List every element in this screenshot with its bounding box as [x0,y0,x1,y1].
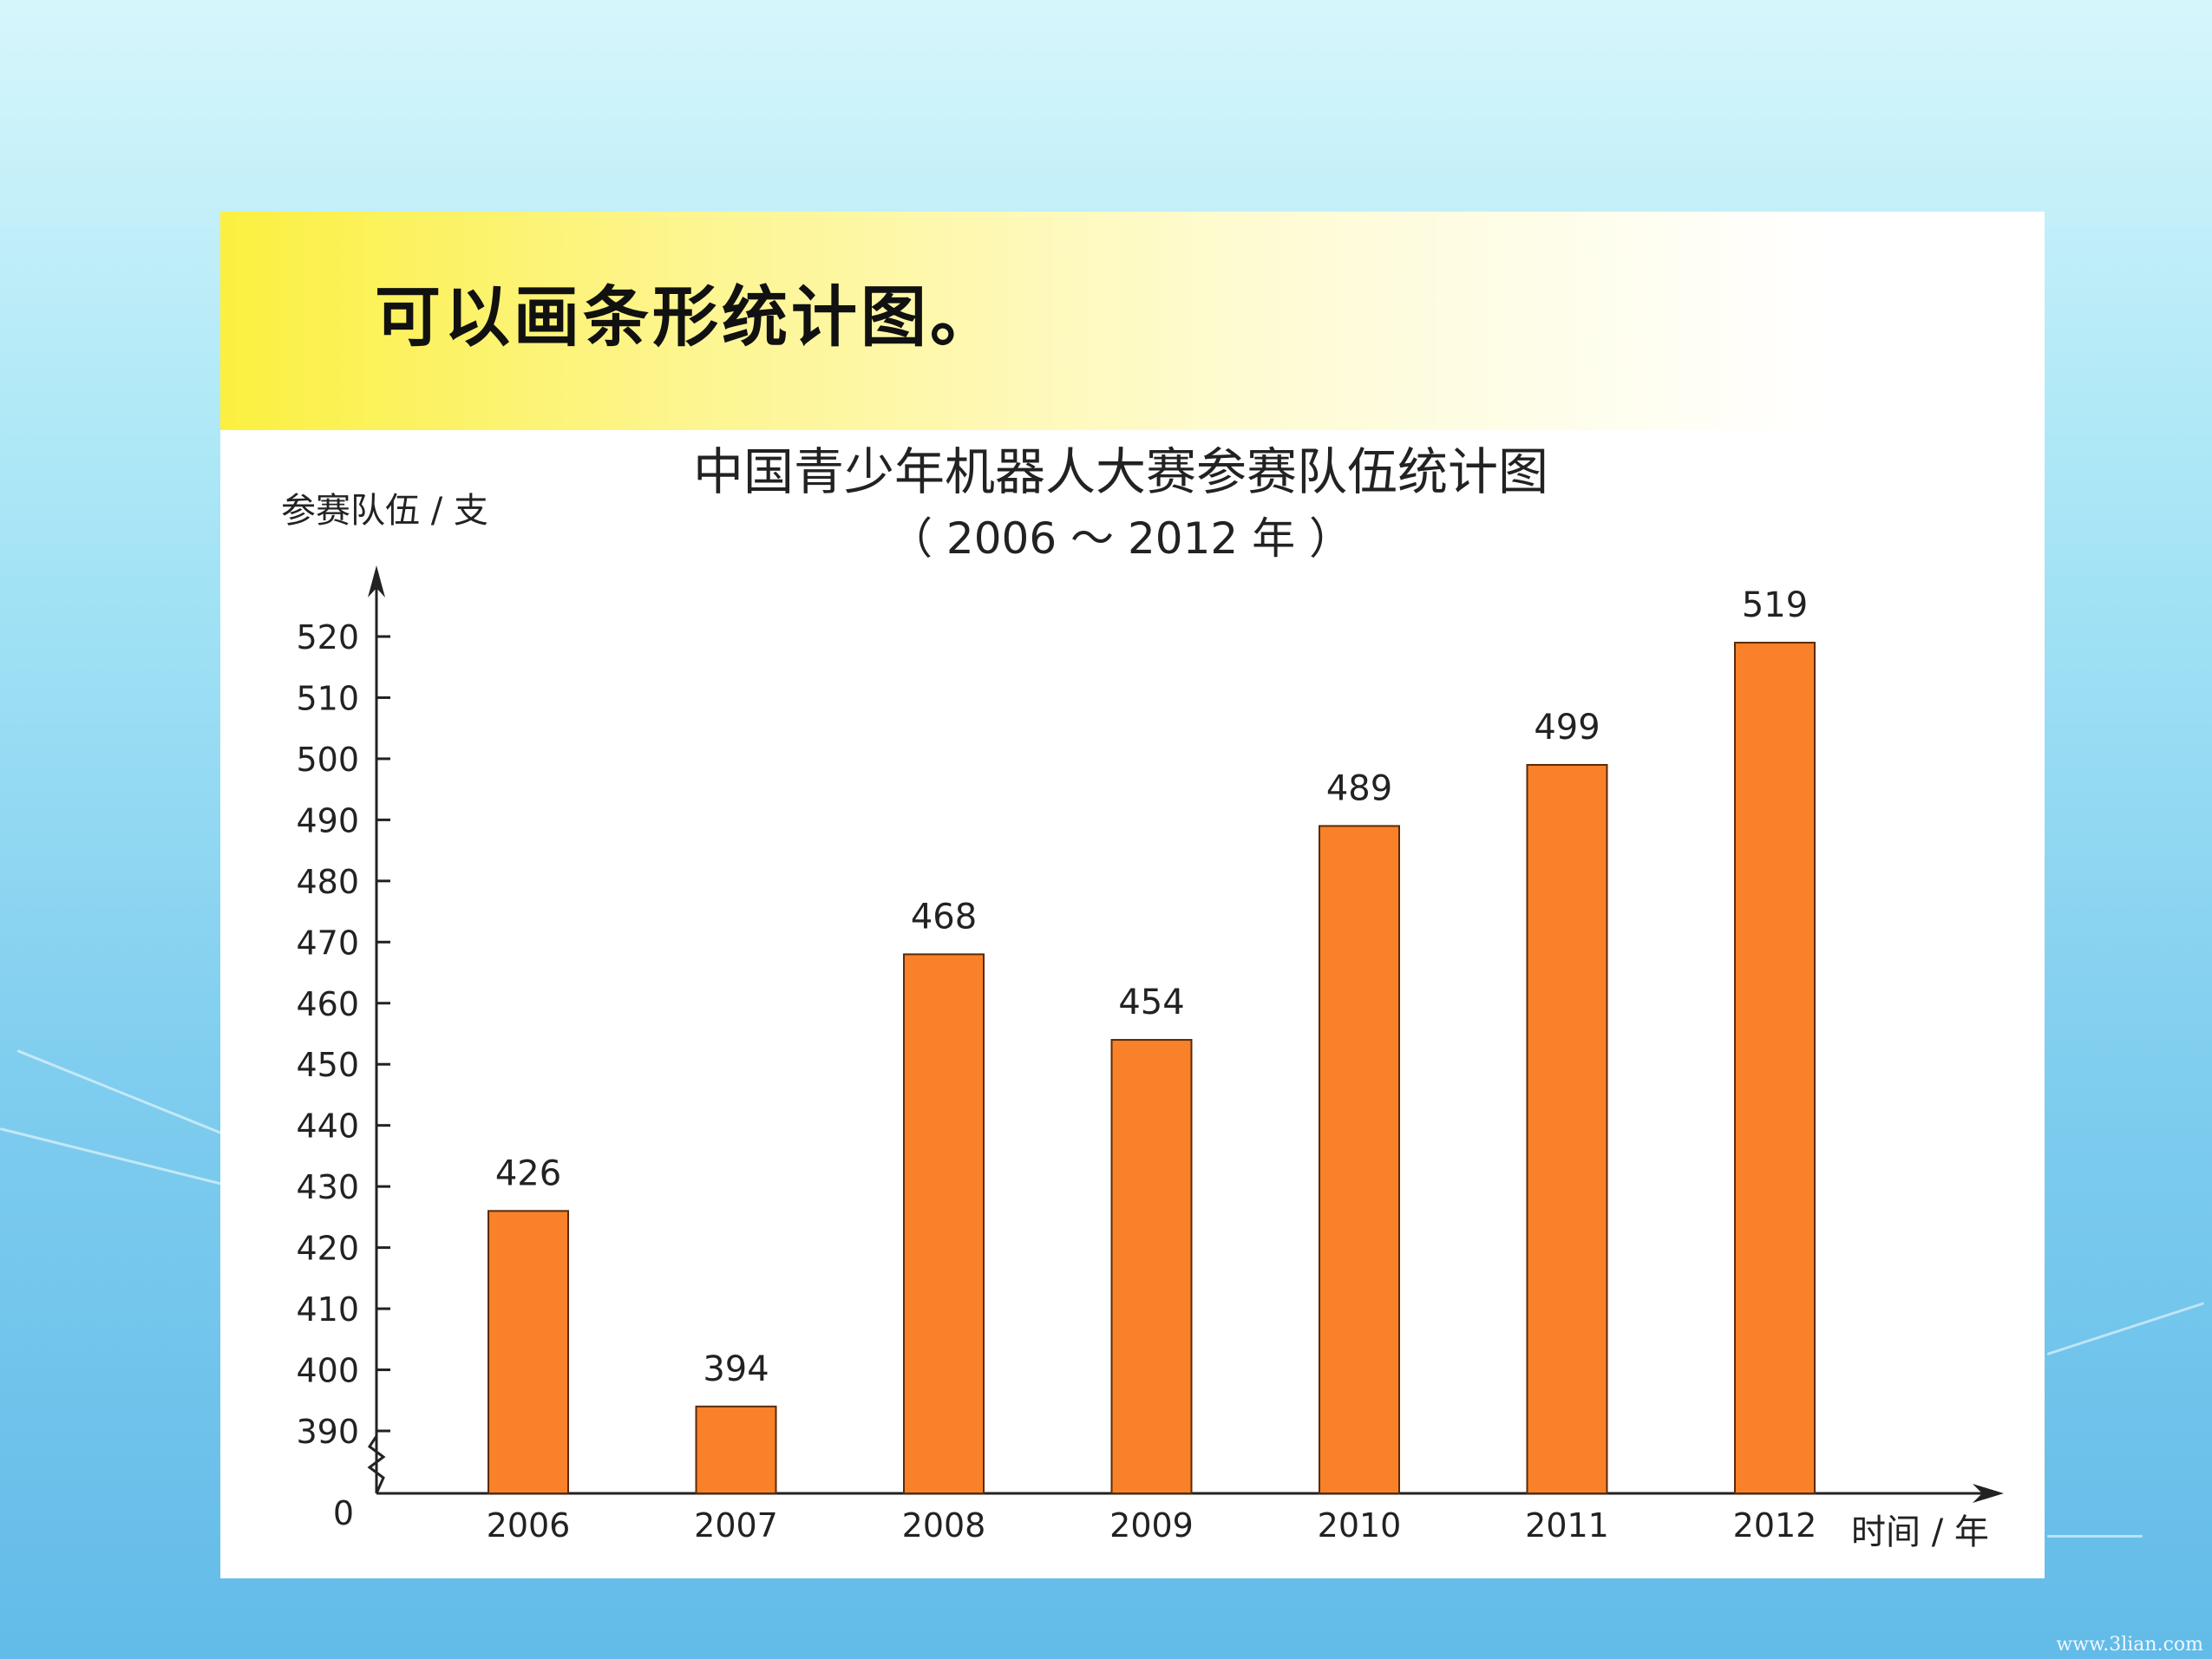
bar-2006 [488,1210,569,1495]
background-streak [2046,1302,2205,1355]
y-axis-arrow [368,565,385,598]
bar-value-label: 499 [1534,708,1600,748]
y-tick-label: 520 [296,618,359,656]
bar-2010 [1319,825,1400,1494]
x-tick-label: 2010 [1318,1506,1402,1545]
x-axis-arrow [1973,1484,2004,1503]
background-streak [2047,1535,2143,1538]
slide-headline: 可以画条形统计图。 [375,278,999,356]
y-tick-label: 490 [296,801,359,839]
bar-2008 [903,953,985,1494]
x-tick-label: 2007 [694,1506,778,1545]
y-axis-break [367,1435,386,1494]
bar-2011 [1526,763,1608,1494]
background-streak [0,1127,253,1193]
background-streak [16,1049,227,1137]
chart-subtitle: （ 2006 ～ 2012 年 ） [889,513,1352,564]
y-tick-label: 510 [296,679,359,717]
y-tick-group: 390 400 410 420 430 440 450 460 470 480 490 500 510 5… [296,618,390,1451]
x-tick-label: 2012 [1733,1506,1817,1545]
bar-value-label: 468 [911,897,977,937]
y-tick-label: 440 [296,1107,359,1146]
y-tick-label: 450 [296,1046,359,1084]
bar-value-label: 489 [1326,768,1392,808]
y-tick-label: 410 [296,1290,359,1329]
y-tick-label: 390 [296,1413,359,1451]
watermark: www.3lian.com [2056,1634,2203,1656]
headline-banner [220,212,2045,430]
x-tick-label: 2006 [487,1506,571,1545]
y-origin-label: 0 [333,1494,354,1532]
bar-2007 [695,1405,777,1495]
y-tick-label: 430 [296,1168,359,1206]
y-tick-label: 460 [296,985,359,1023]
y-tick-label: 470 [296,924,359,962]
y-tick-label: 420 [296,1230,359,1268]
bar-value-label: 519 [1742,585,1808,625]
bar-group: 426 2006 394 2007 468 2008 454 2009 489 2010 499 20… [487,585,1817,1545]
x-tick-label: 2008 [902,1506,986,1545]
chart-title: 中国青少年机器人大赛参赛队伍统计图 [693,442,1548,501]
slide-panel: 可以画条形统计图。 中国青少年机器人大赛参赛队伍统计图 （ 2006 ～ 201… [220,212,2045,1578]
bar-2012 [1734,642,1816,1494]
y-tick-label: 400 [296,1352,359,1390]
y-tick-label: 500 [296,741,359,779]
bar-value-label: 426 [495,1153,561,1193]
x-tick-label: 2009 [1109,1506,1194,1545]
bar-chart: 中国青少年机器人大赛参赛队伍统计图 （ 2006 ～ 2012 年 ） 参赛队伍… [281,442,2004,1552]
x-tick-label: 2011 [1525,1506,1609,1545]
y-axis-label: 参赛队伍 / 支 [281,491,488,531]
y-tick-label: 480 [296,863,359,901]
bar-value-label: 394 [703,1349,769,1389]
x-axis-label: 时间 / 年 [1851,1512,1989,1552]
bar-value-label: 454 [1118,983,1184,1022]
bar-2009 [1110,1039,1193,1494]
